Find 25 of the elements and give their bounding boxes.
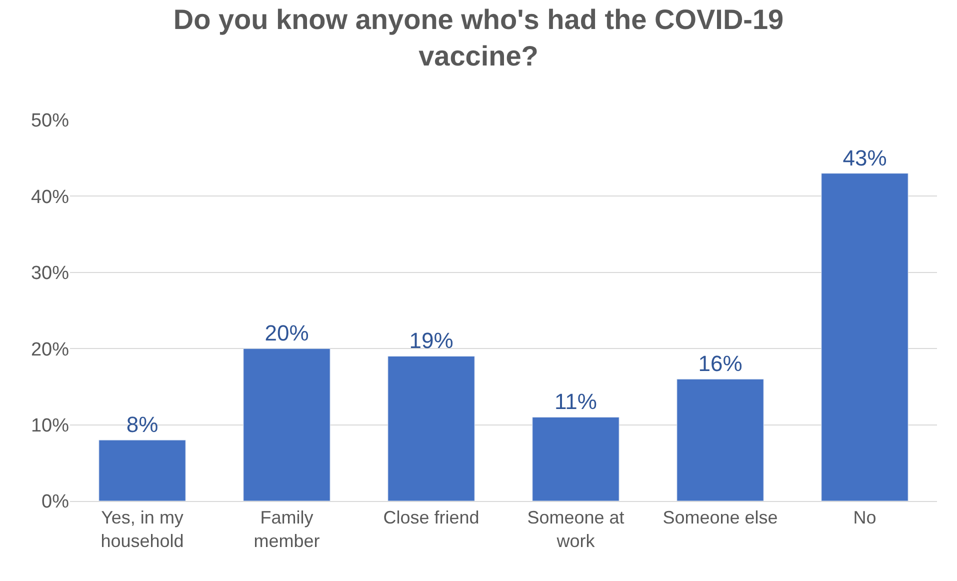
data-label: 20% <box>264 320 309 346</box>
y-tick-label: 40% <box>30 186 70 208</box>
bar <box>532 416 620 501</box>
y-tick-label: 10% <box>30 415 70 436</box>
bar <box>98 440 186 501</box>
bar <box>388 356 475 501</box>
x-tick-label: Someone else <box>662 508 778 528</box>
x-tick-label: No <box>853 508 876 528</box>
x-tick-label: Yes, in my household <box>100 508 184 551</box>
data-label: 16% <box>698 351 742 376</box>
bar <box>821 173 908 501</box>
data-label: 11% <box>554 389 597 414</box>
chart-title: Do you know anyone who's had the COVID-19 vaccine? <box>173 4 784 72</box>
x-tick-label: Family member <box>254 508 320 551</box>
x-tick-label: Someone at work <box>527 508 624 551</box>
y-tick-label: 30% <box>30 263 70 284</box>
bar <box>243 348 330 501</box>
data-label: 19% <box>409 328 454 354</box>
x-tick-label: Close friend <box>383 508 480 528</box>
y-tick-label: 0% <box>42 492 70 513</box>
y-tick-label: 50% <box>30 110 70 132</box>
data-label: 43% <box>842 145 887 170</box>
y-tick-label: 20% <box>30 339 70 360</box>
bar <box>676 378 764 501</box>
data-label: 8% <box>126 412 158 438</box>
